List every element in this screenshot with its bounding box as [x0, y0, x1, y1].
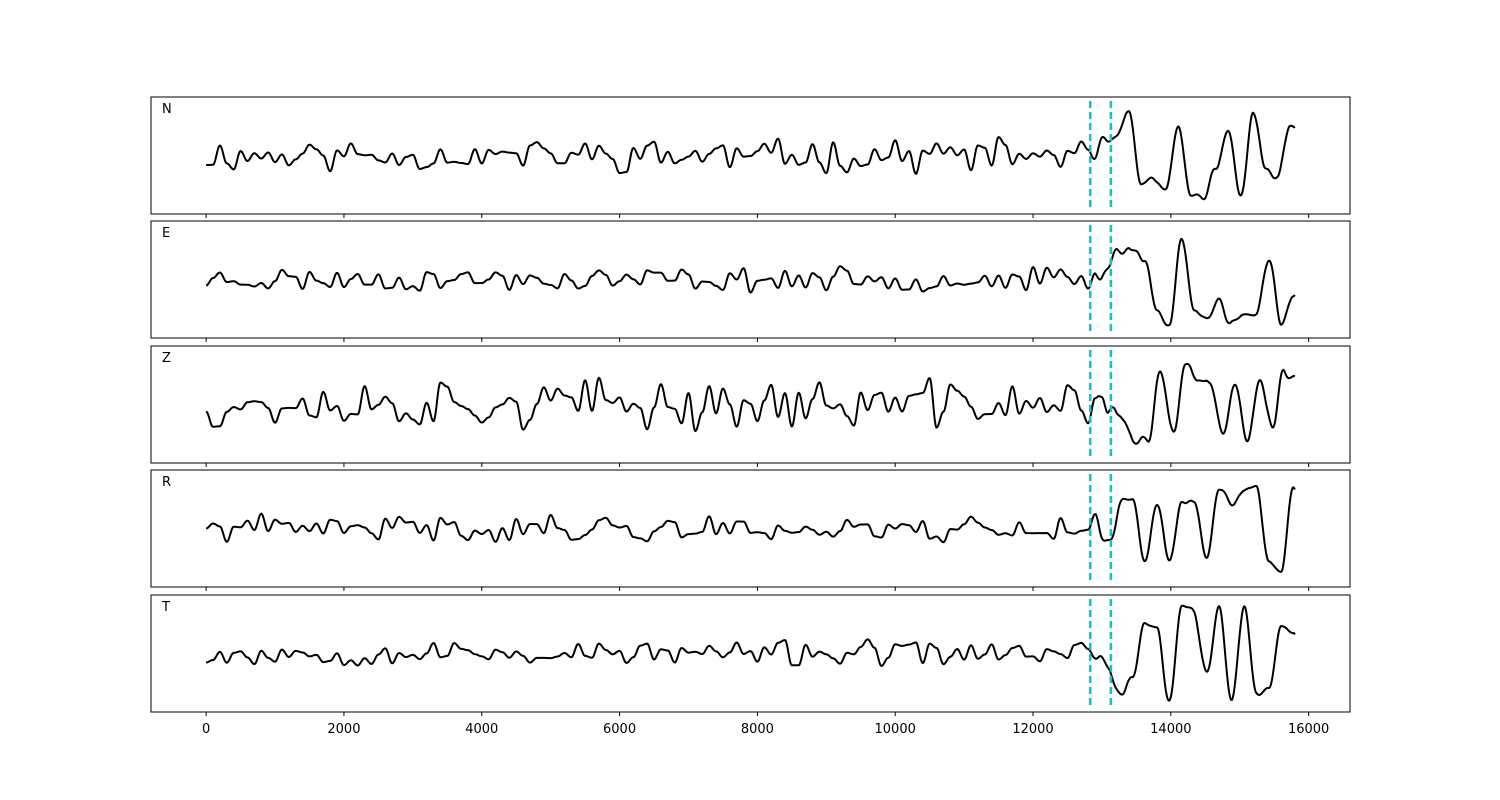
x-tick-label: 4000 [465, 722, 498, 737]
waveform-trace-n [205, 110, 1296, 201]
panel-label: T [161, 600, 170, 615]
panel-label: N [162, 102, 172, 117]
waveform-trace-r [205, 484, 1296, 573]
x-tick-label: 0 [202, 722, 210, 737]
panel-z: Z [150, 345, 1351, 467]
panel-frame [150, 96, 1351, 215]
x-tick-label: 6000 [603, 722, 636, 737]
panel-e: E [150, 220, 1351, 342]
panel-r: R [150, 469, 1351, 591]
panel-frame [150, 345, 1351, 464]
panel-n: N [150, 96, 1351, 218]
waveform-trace-e [205, 237, 1296, 327]
panel-frame [150, 594, 1351, 713]
panel-label: E [162, 226, 170, 241]
x-tick-label: 2000 [327, 722, 360, 737]
panel-frame [150, 469, 1351, 588]
panel-frame [150, 220, 1351, 339]
x-tick-label: 16000 [1288, 722, 1329, 737]
trace-panels: N E Z R T [150, 96, 1351, 716]
panel-label: Z [162, 351, 171, 366]
x-tick-label: 14000 [1150, 722, 1191, 737]
waveform-trace-t [205, 604, 1296, 702]
x-tick-label: 10000 [875, 722, 916, 737]
x-axis: 0 2000 4000 6000 8000 10000 12000 14000 16000 [202, 722, 1329, 737]
x-tick-label: 12000 [1012, 722, 1053, 737]
panel-t: T [150, 594, 1351, 716]
panel-label: R [162, 475, 171, 490]
x-tick-label: 8000 [741, 722, 774, 737]
waveform-trace-z [205, 362, 1296, 445]
